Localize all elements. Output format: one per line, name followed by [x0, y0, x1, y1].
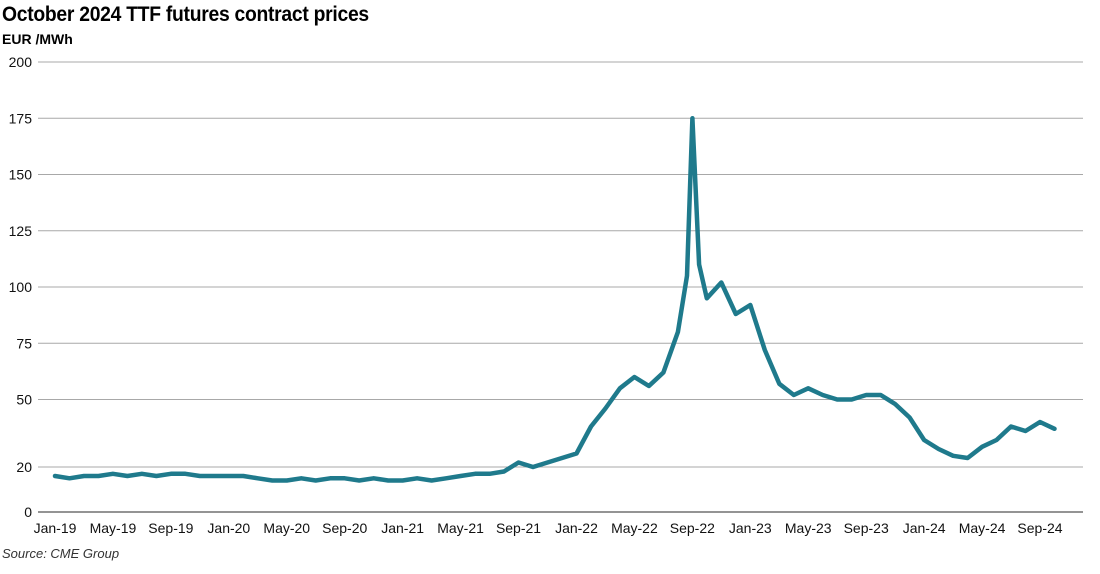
- x-tick-label: Jan-19: [34, 520, 77, 536]
- x-tick-label: Jan-24: [903, 520, 946, 536]
- x-tick-label: Sep-19: [148, 520, 193, 536]
- x-tick-label: Sep-22: [670, 520, 715, 536]
- chart-title: October 2024 TTF futures contract prices: [2, 3, 369, 26]
- x-tick-label: May-21: [437, 520, 484, 536]
- x-tick-label: May-19: [90, 520, 137, 536]
- x-tick-label: May-24: [959, 520, 1006, 536]
- y-tick-label: 200: [9, 54, 33, 70]
- y-tick-labels: 0 20 50 75 100 125 150 175 200: [9, 54, 33, 520]
- y-tick-label: 125: [9, 223, 33, 239]
- x-tick-label: Jan-23: [729, 520, 772, 536]
- y-tick-label: 20: [16, 459, 32, 475]
- y-tick-label: 150: [9, 167, 33, 183]
- x-tick-label: Sep-23: [844, 520, 889, 536]
- y-tick-label: 0: [24, 504, 32, 520]
- x-tick-label: May-22: [611, 520, 658, 536]
- y-tick-label: 75: [16, 335, 32, 351]
- source-note: Source: CME Group: [2, 546, 120, 561]
- x-tick-label: Jan-21: [381, 520, 424, 536]
- y-tick-label: 175: [9, 110, 33, 126]
- y-axis-unit: EUR /MWh: [2, 31, 73, 47]
- x-tick-label: May-23: [785, 520, 832, 536]
- gridlines: [38, 61, 1083, 513]
- y-tick-label: 50: [16, 392, 32, 408]
- x-tick-label: Sep-21: [496, 520, 541, 536]
- x-tick-label: May-20: [263, 520, 310, 536]
- x-tick-label: Sep-24: [1017, 520, 1062, 536]
- x-tick-labels: Jan-19 May-19 Sep-19 Jan-20 May-20 Sep-20 Jan-…: [34, 520, 1063, 536]
- x-tick-label: Jan-22: [555, 520, 598, 536]
- x-tick-label: Jan-20: [207, 520, 250, 536]
- x-tick-label: Sep-20: [322, 520, 367, 536]
- series-line-ttf-price: [52, 116, 1057, 483]
- y-tick-label: 100: [9, 279, 33, 295]
